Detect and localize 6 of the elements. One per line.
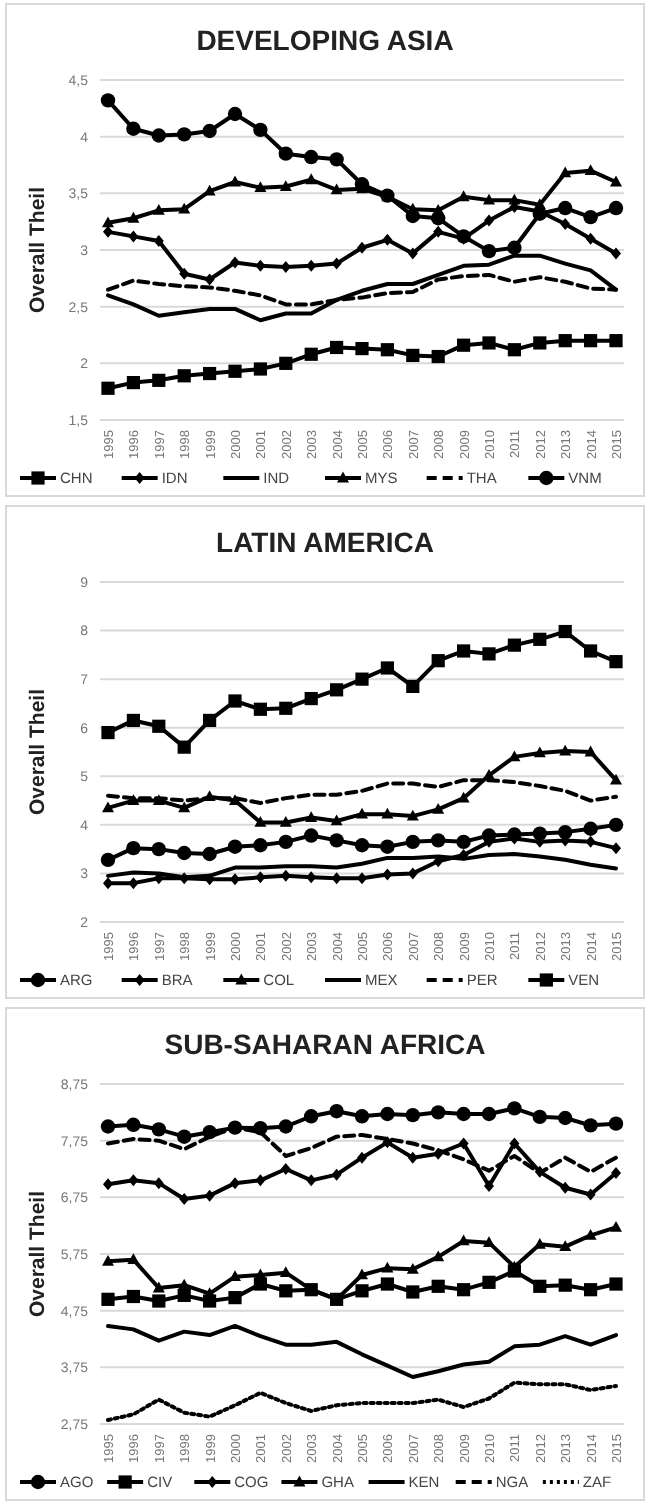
y-axis-title: Overall Theil [26, 688, 50, 816]
y-axis-title: Overall Theil [26, 1190, 50, 1318]
chart-title: SUB-SAHARAN AFRICA [164, 1028, 486, 1060]
chart-title: DEVELOPING ASIA [196, 24, 454, 56]
chart-title: LATIN AMERICA [216, 526, 434, 558]
y-axis-title: Overall Theil [26, 186, 50, 314]
